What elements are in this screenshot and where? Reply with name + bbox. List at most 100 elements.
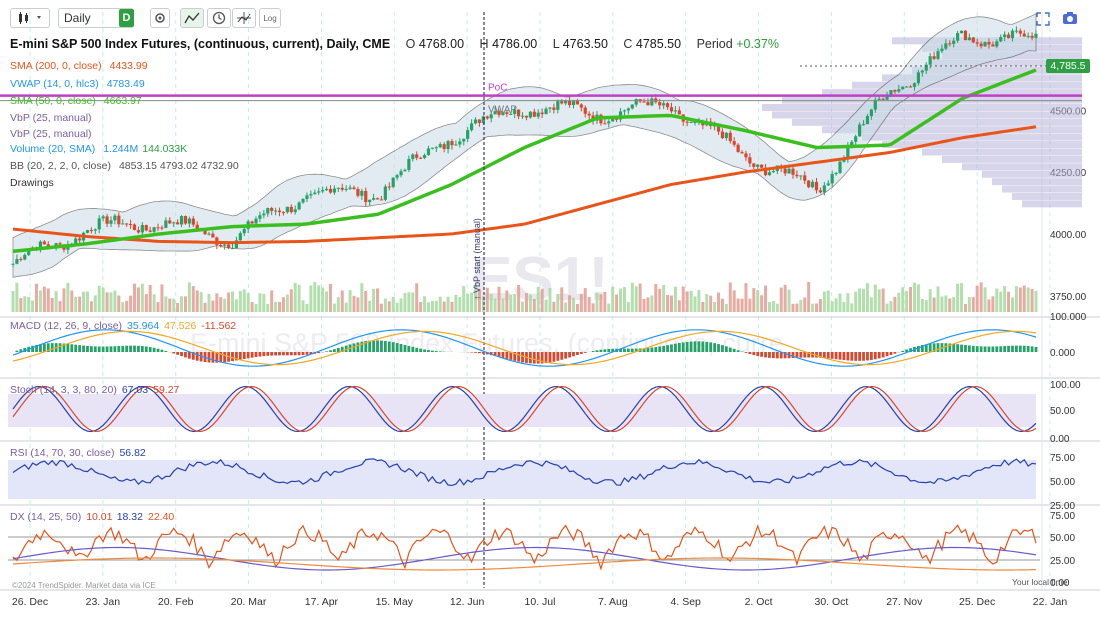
macd-histogram-bar	[383, 340, 387, 352]
volume-bar	[924, 300, 928, 312]
volume-bar	[975, 285, 979, 312]
candle-body	[125, 223, 129, 225]
macd-histogram-bar	[713, 343, 716, 352]
close-value: 4785.50	[635, 37, 682, 51]
macd-histogram-bar	[223, 352, 227, 363]
candle-body	[270, 208, 274, 211]
legend-label: VbP (25, manual)	[10, 128, 92, 140]
volume-bar	[454, 294, 458, 312]
candle-body	[689, 122, 693, 124]
dx-panel-label-value: 22.40	[148, 511, 174, 523]
macd-histogram-bar	[152, 347, 156, 352]
macd-histogram-bar	[211, 352, 215, 363]
macd-histogram-bar	[517, 352, 521, 362]
volume-bar	[693, 296, 697, 312]
candle-body	[552, 107, 556, 110]
volume-bar	[579, 294, 583, 312]
candle-body	[567, 100, 572, 106]
macd-histogram-bar	[775, 352, 779, 359]
legend-item[interactable]: VWAP (14, 0, hlc3) 4783.49	[10, 78, 145, 90]
candle-body	[493, 111, 497, 115]
legend-item[interactable]: VbP (25, manual)	[10, 112, 92, 124]
stoch-panel-label: Stoch (14, 3, 3, 80, 20) 67.03 59.27	[10, 384, 180, 396]
volume-bar	[152, 294, 156, 312]
volume-bar	[438, 296, 442, 312]
volume-bar	[650, 295, 654, 312]
legend-item[interactable]: SMA (200, 0, close) 4433.99	[10, 60, 148, 72]
symbol-title: E-mini S&P 500 Index Futures, (continuou…	[10, 37, 391, 51]
chart-type-button[interactable]	[10, 8, 50, 28]
volume-bar	[666, 294, 670, 312]
volume-bar	[987, 299, 991, 312]
legend-item[interactable]: Drawings	[10, 177, 54, 189]
settings-button[interactable]	[150, 8, 170, 28]
volume-bar	[850, 303, 854, 312]
candle-body	[15, 258, 19, 264]
fullscreen-button[interactable]	[1036, 12, 1050, 26]
macd-histogram-bar	[176, 352, 180, 355]
legend-item[interactable]: BB (20, 2, 2, 0, close) 4853.15 4793.02 4…	[10, 160, 239, 172]
volume-profile-bar	[882, 141, 1082, 149]
macd-histogram-bar	[642, 348, 646, 352]
volume-bar	[658, 288, 662, 312]
candle-body	[340, 187, 344, 190]
candle-body	[728, 132, 732, 142]
candle-body	[846, 146, 850, 160]
candle-body	[865, 116, 870, 125]
screenshot-button[interactable]	[1062, 11, 1078, 25]
stoch-panel-label-value: 67.03	[122, 384, 148, 396]
candle-body	[901, 86, 905, 90]
volume-bar	[799, 299, 803, 312]
macd-histogram-bar	[419, 348, 423, 352]
volume-bar	[834, 298, 838, 312]
macd-histogram-bar	[505, 352, 509, 359]
macd-histogram-bar	[975, 346, 979, 352]
crosshair-button[interactable]	[232, 8, 256, 28]
clock-button[interactable]	[207, 8, 231, 28]
macd-histogram-bar	[360, 341, 364, 352]
volume-bar	[372, 289, 376, 312]
volume-bar	[826, 290, 830, 312]
volume-bar	[1030, 288, 1034, 312]
x-tick-label: 20. Mar	[231, 596, 267, 608]
candle-body	[266, 208, 270, 214]
volume-bar	[129, 295, 133, 312]
candle-body	[11, 263, 15, 265]
volume-bar	[27, 296, 31, 312]
volume-bar	[493, 298, 497, 312]
indicators-button[interactable]	[180, 8, 204, 28]
volume-bar	[383, 298, 387, 312]
macd-histogram-bar	[697, 341, 701, 352]
fullscreen-icon	[1036, 12, 1050, 26]
legend-item[interactable]: VbP (25, manual)	[10, 128, 92, 140]
volume-bar	[877, 289, 881, 312]
macd-histogram-bar	[689, 341, 693, 352]
macd-histogram-bar	[39, 344, 42, 352]
legend-item[interactable]: Volume (20, SMA) 1.244M 144.033K	[10, 143, 187, 155]
macd-histogram-bar	[971, 345, 975, 352]
macd-histogram-bar	[399, 343, 403, 352]
volume-bar	[466, 293, 470, 312]
rsi-tick-label: 75.00	[1050, 453, 1075, 464]
candle-body	[160, 227, 164, 229]
macd-histogram-bar	[654, 347, 658, 352]
candle-body	[38, 241, 43, 251]
volume-bar	[183, 296, 187, 312]
candle-body	[665, 103, 670, 108]
candle-body	[117, 215, 121, 225]
macd-histogram-bar	[372, 340, 375, 352]
macd-histogram-bar	[674, 343, 677, 352]
volume-bar	[717, 292, 721, 312]
legend-item[interactable]: SMA (50, 0, close) 4663.97	[10, 95, 142, 107]
volume-bar	[35, 283, 39, 312]
close-label: C	[623, 37, 633, 51]
macd-histogram-bar	[983, 346, 987, 352]
stoch-panel-label-text: Stoch (14, 3, 3, 80, 20)	[10, 384, 117, 396]
candle-body	[967, 37, 971, 41]
log-scale-button[interactable]: Log	[259, 8, 281, 28]
legend-value: 4433.99	[109, 60, 148, 72]
timeframe-select[interactable]: Daily	[58, 8, 134, 28]
volume-bar	[1010, 297, 1014, 312]
volume-bar	[368, 300, 372, 312]
candle-body	[662, 103, 666, 106]
